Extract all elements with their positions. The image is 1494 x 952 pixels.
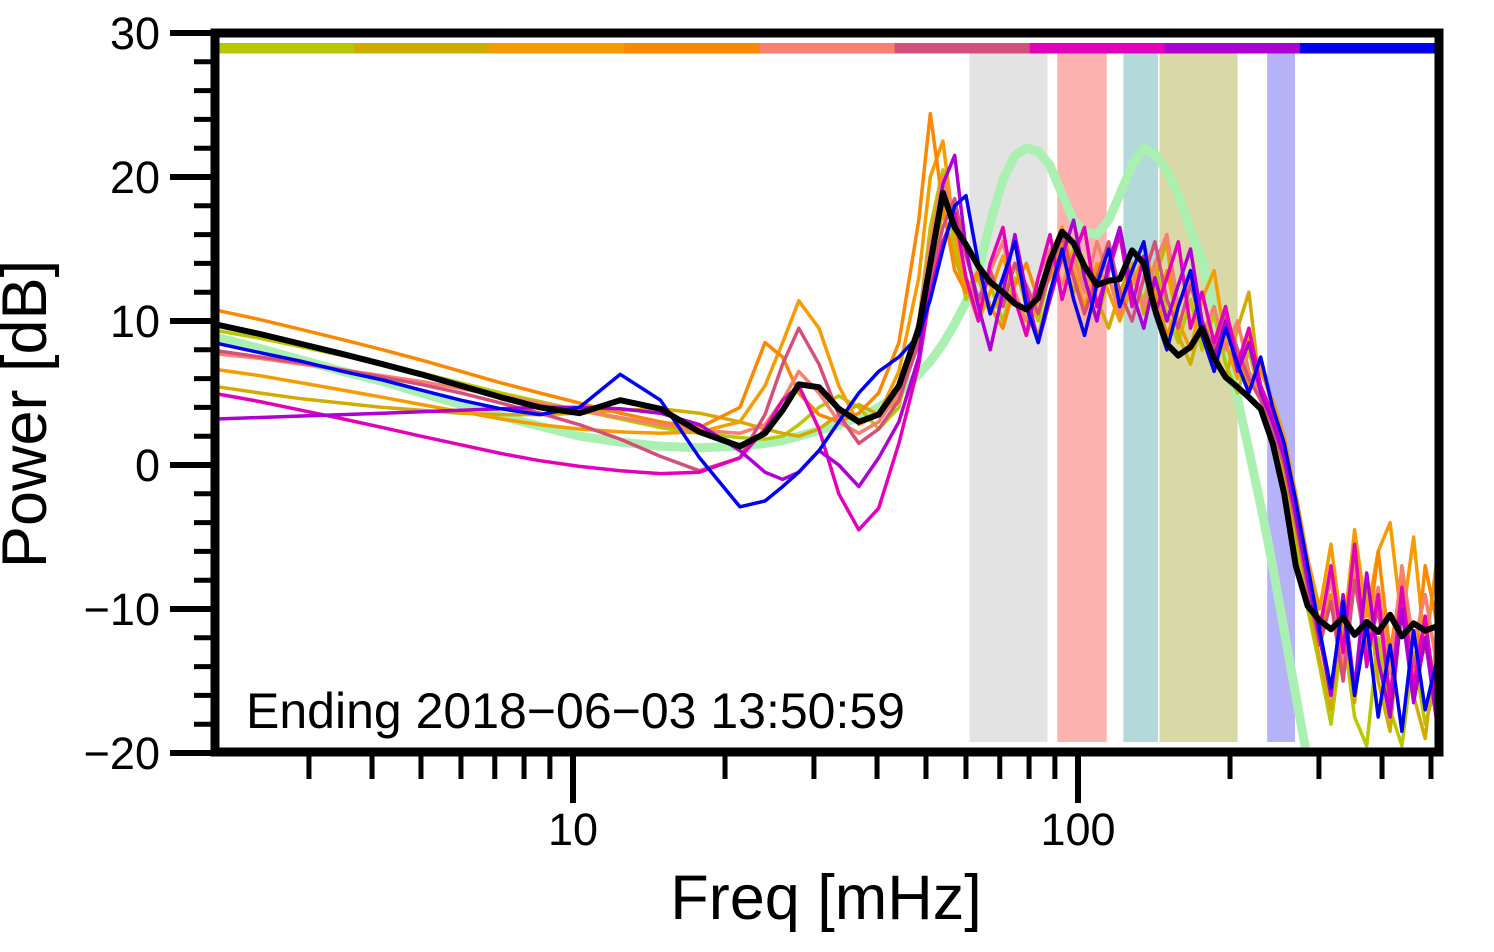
colorbar-segment-crimson <box>894 43 1031 54</box>
colorbar-segment-salmon <box>759 43 895 54</box>
curve-blue <box>219 193 1437 734</box>
colorbar-segment-orange <box>489 43 625 54</box>
y-tick-label: 30 <box>110 8 160 59</box>
curve-crimson <box>219 196 1437 705</box>
band-olive <box>1159 53 1238 742</box>
x-tick-label: 100 <box>1040 804 1115 855</box>
colorbar-segment-blue <box>1299 43 1436 54</box>
colorbar-segment-purple <box>1164 43 1301 54</box>
curve-smooth-envelope <box>219 143 1311 751</box>
y-tick-label: 10 <box>110 296 160 347</box>
band-gray <box>969 53 1048 742</box>
top-color-bar <box>219 43 1436 54</box>
curve-mean <box>219 189 1437 640</box>
plot-frame <box>210 28 1444 757</box>
colorbar-segment-yellow-green <box>219 43 355 54</box>
y-axis-title: Power [dB] <box>0 260 60 568</box>
ending-time-annotation: Ending 2018−06−03 13:50:59 <box>246 683 905 739</box>
colorbar-segment-dark-orange <box>624 43 760 54</box>
x-tick-label: 10 <box>548 804 598 855</box>
band-pink <box>1057 53 1107 742</box>
colorbar-segment-gold <box>354 43 490 54</box>
axis-ticks <box>170 30 1434 803</box>
y-tick-label: 0 <box>135 440 160 491</box>
y-tick-label: 20 <box>110 152 160 203</box>
spectra-curves <box>219 111 1437 751</box>
x-axis-title: Freq [mHz] <box>670 863 982 933</box>
colorbar-segment-magenta <box>1029 43 1166 54</box>
y-tick-label: −10 <box>84 584 160 635</box>
axes-frame <box>210 28 1444 757</box>
y-tick-label: −20 <box>84 728 160 779</box>
